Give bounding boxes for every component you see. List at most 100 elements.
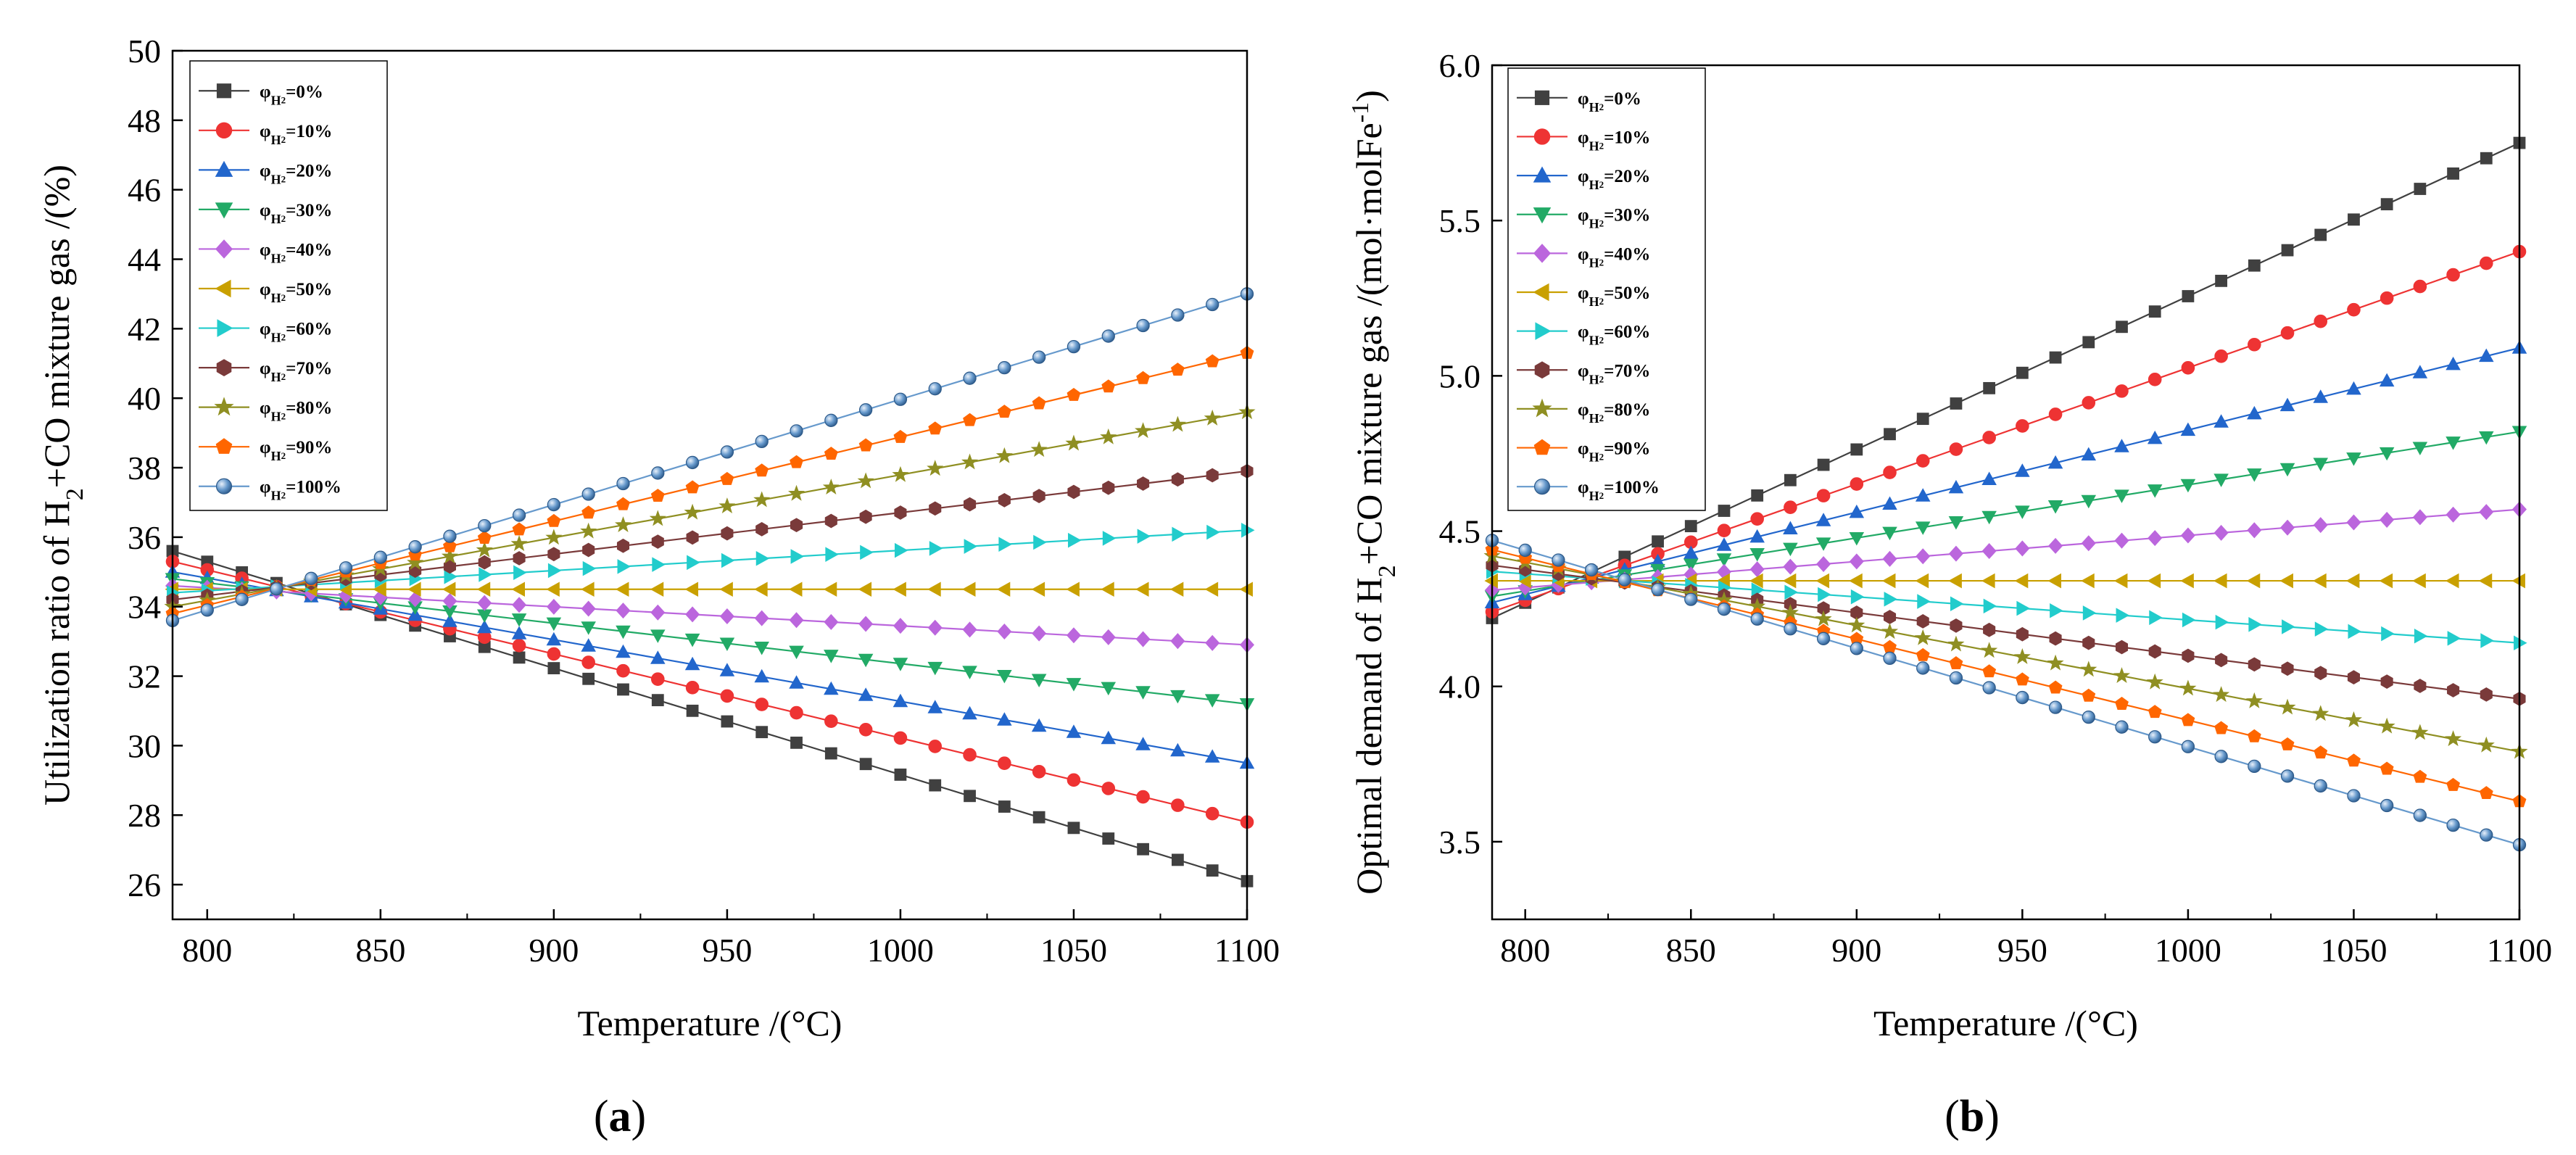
data-point [995,447,1013,463]
legend-marker [215,438,233,454]
data-point [581,638,596,652]
data-point [2115,639,2129,655]
data-point [1749,561,1765,578]
data-point [1949,442,1963,456]
data-point [546,581,560,597]
legend-entry: φH2=40% [199,239,332,265]
data-point [894,769,907,781]
data-point [477,595,492,611]
data-point [1850,443,1863,456]
data-point [476,581,491,597]
data-point [2247,729,2261,742]
legend-label: φH2=10% [260,122,332,147]
data-point [2181,740,2195,753]
data-point [1033,534,1047,550]
legend-label: φH2=20% [1578,167,1650,192]
data-point [1066,724,1082,738]
data-point [582,672,595,685]
legend-marker [1533,244,1552,263]
data-point [2280,769,2295,783]
data-point [2016,419,2029,433]
data-point [2081,573,2095,589]
data-point [512,597,527,613]
data-point [997,712,1012,726]
data-point [929,779,942,792]
data-point [1067,773,1081,787]
data-point [1916,548,1931,565]
y-tick-label: 4.5 [1439,513,1481,550]
data-point [687,555,700,571]
data-point [511,626,527,639]
data-point [2412,573,2426,589]
data-point [719,663,735,676]
legend-label: φH2=70% [260,359,332,384]
y-tick-label: 30 [128,727,161,764]
data-point [1204,409,1221,426]
data-point [2445,436,2461,450]
data-point [2048,407,2063,421]
data-point [790,705,803,720]
data-point [1169,581,1184,597]
legend-entry: φH2=30% [199,201,332,226]
data-point [1750,612,1764,626]
data-point [963,371,977,385]
data-point [1031,718,1047,732]
data-point [1947,635,1965,652]
data-point [790,736,803,749]
data-point [510,535,528,551]
data-point [2280,519,2295,536]
data-point [2248,759,2261,774]
data-point [2081,447,2097,461]
data-point [754,668,769,683]
data-point [581,581,595,597]
data-point [685,455,700,470]
data-point [1784,500,1797,514]
data-point [2347,789,2361,803]
data-point [2047,455,2063,469]
data-point [2247,468,2262,482]
data-point [2182,612,2196,628]
y-axis-title: Utilization ratio of H2+CO mixture gas /… [36,165,88,806]
data-point [1552,553,1565,567]
data-point [1883,610,1897,624]
data-point [545,529,563,545]
data-point [1652,535,1664,548]
data-point [2380,761,2394,775]
data-point [1850,642,1863,655]
data-point [2314,745,2328,759]
data-point [2445,730,2462,747]
data-point [790,549,805,564]
data-point [2477,736,2495,753]
data-point [2248,259,2261,272]
data-point [1784,622,1797,636]
data-point [2181,361,2195,375]
data-point [1100,428,1117,444]
data-point [442,613,457,627]
data-point [651,694,664,707]
data-point [1067,821,1080,835]
data-point [1066,581,1080,597]
data-point [720,689,734,703]
data-point [1981,573,1995,589]
data-point [927,700,943,713]
legend-marker [1532,398,1552,418]
data-point [998,493,1011,508]
data-point [1749,547,1765,562]
panel-label-a: (a) [594,1092,646,1141]
data-point [718,497,736,514]
data-point [1684,592,1698,606]
series-line [1491,347,2520,604]
data-point [719,637,735,651]
y-tick-label: 50 [128,33,161,70]
y-tick-label: 6.0 [1439,47,1481,84]
data-point [2446,777,2461,791]
data-point [2214,349,2228,363]
data-point [686,530,699,545]
series-line [172,529,1248,594]
data-point [339,561,353,575]
data-point [927,460,944,476]
legend-label: φH2=60% [260,320,332,345]
data-point [2214,721,2229,734]
data-point [2148,530,2163,547]
